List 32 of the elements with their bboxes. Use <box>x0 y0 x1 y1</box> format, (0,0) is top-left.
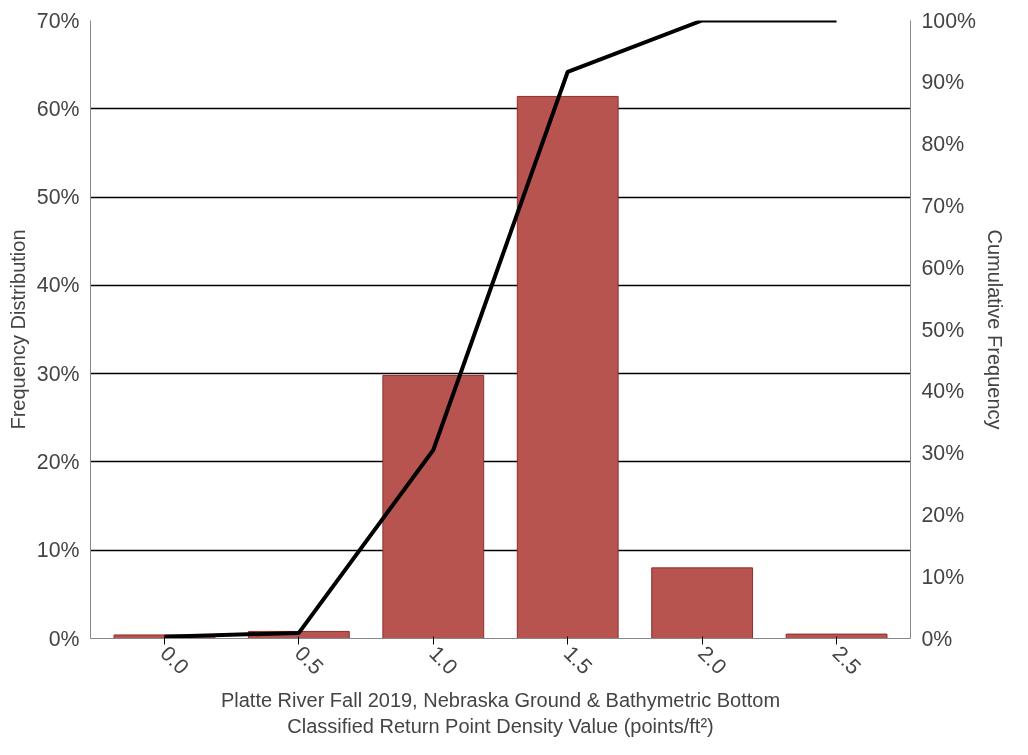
bar <box>651 567 754 639</box>
y-tick-label: 60% <box>36 96 80 121</box>
y2-tick-label: 90% <box>921 70 965 95</box>
x-tick-label: 0.5 <box>290 641 328 680</box>
y-tick-label: 50% <box>36 185 80 210</box>
y2-tick-label: 10% <box>921 564 965 589</box>
bar <box>382 374 485 639</box>
y2-axis-title: Cumulative Frequency <box>984 229 1007 430</box>
y2-tick-label: 0% <box>921 626 953 651</box>
y-tick-label: 70% <box>36 8 80 33</box>
y-tick-label: 10% <box>36 538 80 563</box>
x-tick-label: 0.0 <box>155 641 194 680</box>
y2-tick-label: 70% <box>921 193 965 218</box>
y-tick-label: 20% <box>36 449 80 474</box>
y-tick-label: 0% <box>48 626 80 651</box>
y-tick-label: 40% <box>36 273 80 298</box>
x-tick-label: 2.0 <box>693 641 732 680</box>
y2-tick-label: 60% <box>921 255 965 280</box>
bar <box>785 633 888 639</box>
bar <box>516 95 619 639</box>
y2-tick-label: 100% <box>921 8 977 33</box>
y-axis-title: Frequency Distribution <box>6 229 29 430</box>
x-tick-label: 1.0 <box>424 641 463 680</box>
y2-tick-label: 40% <box>921 379 965 404</box>
y2-tick-label: 80% <box>921 132 965 157</box>
x-tick-label: 1.5 <box>558 641 597 680</box>
x-axis-title: Platte River Fall 2019, Nebraska Ground & Bathymetric Bottom Classified Return Point Density Value (points/ft²) <box>220 689 781 738</box>
y2-tick-label: 30% <box>921 441 965 466</box>
y2-tick-label: 20% <box>921 502 965 527</box>
y2-tick-label: 50% <box>921 317 965 342</box>
y-tick-label: 30% <box>36 361 80 386</box>
x-tick-label: 2.5 <box>827 641 866 680</box>
